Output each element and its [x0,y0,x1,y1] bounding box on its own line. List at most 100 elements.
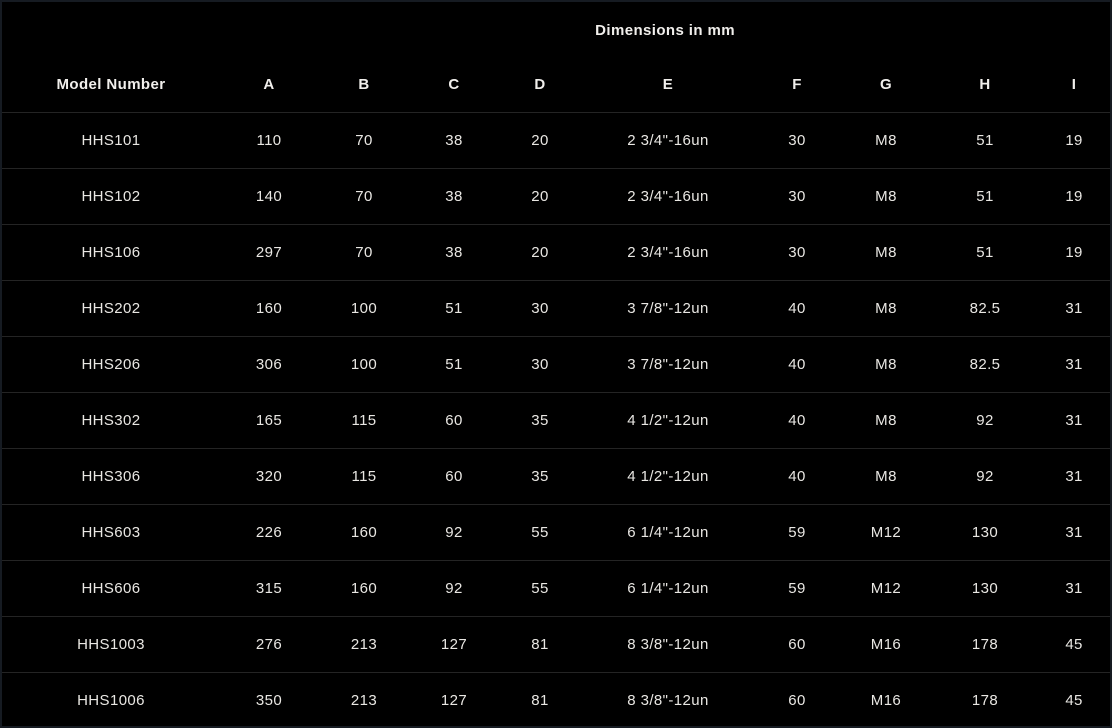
column-header-g: G [879,76,893,94]
dimension-value-cell: 31 [1065,299,1083,317]
table-row: HHS603 226 160 92 55 6 1/4"-12un 59 M12 130 31 [2,504,1110,560]
dimension-value-cell: 45 [1065,691,1083,709]
dimension-value-cell: 350 [255,691,283,709]
dimension-value-cell: 30 [788,187,806,205]
column-header-h: H [979,76,991,94]
dimension-value-cell: 45 [1065,635,1083,653]
dimension-value-cell: 19 [1065,243,1083,261]
dimension-value-cell: 165 [255,411,283,429]
dimension-value-cell: M8 [875,131,897,149]
table-row: HHS206 306 100 51 30 3 7/8"-12un 40 M8 82.5 31 [2,336,1110,392]
table-title-row: Dimensions in mm [2,2,1110,58]
table-row: HHS102 140 70 38 20 2 3/4"-16un 30 M8 51 19 [2,168,1110,224]
dimension-value-cell: 160 [350,579,378,597]
table-row: HHS106 297 70 38 20 2 3/4"-16un 30 M8 51 19 [2,224,1110,280]
dimension-value-cell: 70 [355,243,373,261]
dimension-value-cell: 6 1/4"-12un [627,579,709,597]
table-row: HHS1006 350 213 127 81 8 3/8"-12un 60 M16 178 45 [2,672,1110,726]
dimension-value-cell: 306 [255,355,283,373]
table-row: HHS606 315 160 92 55 6 1/4"-12un 59 M12 130 31 [2,560,1110,616]
dimension-value-cell: 160 [255,299,283,317]
column-header-f: F [792,76,802,94]
dimension-value-cell: 2 3/4"-16un [627,187,709,205]
table-row: HHS1003 276 213 127 81 8 3/8"-12un 60 M16 178 45 [2,616,1110,672]
dimension-value-cell: 3 7/8"-12un [627,355,709,373]
dimension-value-cell: 130 [971,579,999,597]
dimension-value-cell: 2 3/4"-16un [627,131,709,149]
dimension-value-cell: 100 [350,355,378,373]
column-header-i: I [1071,76,1077,94]
dimension-value-cell: 40 [788,467,806,485]
model-number-cell: HHS1006 [77,691,145,709]
dimension-value-cell: 40 [788,355,806,373]
dimension-value-cell: M8 [875,355,897,373]
column-header-row: Model Number A B C D E F G H I [2,58,1110,112]
table-body: HHS101 110 70 38 20 2 3/4"-16un 30 M8 51 19 HHS102… [2,112,1110,726]
column-header-c: C [448,76,460,94]
dimension-value-cell: 40 [788,299,806,317]
dimension-value-cell: 51 [445,299,463,317]
model-number-cell: HHS1003 [77,635,145,653]
dimension-value-cell: 8 3/8"-12un [627,691,709,709]
dimension-value-cell: 30 [788,243,806,261]
dimension-value-cell: 82.5 [969,355,1001,373]
dimension-value-cell: 140 [255,187,283,205]
dimension-value-cell: 51 [445,355,463,373]
dimension-value-cell: 160 [350,523,378,541]
table-row: HHS302 165 115 60 35 4 1/2"-12un 40 M8 92 31 [2,392,1110,448]
dimension-value-cell: 60 [445,411,463,429]
dimension-value-cell: 60 [445,467,463,485]
dimension-value-cell: 35 [531,467,549,485]
dimension-value-cell: 70 [355,187,373,205]
dimension-value-cell: 55 [531,579,549,597]
dimension-value-cell: 51 [976,243,994,261]
model-number-cell: HHS102 [81,187,141,205]
dimension-value-cell: M8 [875,411,897,429]
dimension-value-cell: 297 [255,243,283,261]
dimension-value-cell: 31 [1065,355,1083,373]
column-header-a: A [263,76,275,94]
dimension-value-cell: 2 3/4"-16un [627,243,709,261]
dimension-value-cell: 20 [531,131,549,149]
model-number-cell: HHS206 [81,355,141,373]
dimension-value-cell: 31 [1065,467,1083,485]
table-row: HHS202 160 100 51 30 3 7/8"-12un 40 M8 82.5 31 [2,280,1110,336]
dimension-value-cell: 31 [1065,411,1083,429]
dimension-value-cell: 127 [440,691,468,709]
dimension-value-cell: 320 [255,467,283,485]
dimension-value-cell: 38 [445,243,463,261]
dimension-value-cell: M12 [870,523,902,541]
dimension-value-cell: 20 [531,243,549,261]
dimension-value-cell: 59 [788,523,806,541]
dimension-value-cell: M8 [875,299,897,317]
dimension-value-cell: 60 [788,635,806,653]
dimension-value-cell: 226 [255,523,283,541]
dimension-value-cell: 178 [971,691,999,709]
dimension-value-cell: 110 [256,131,282,149]
dimension-value-cell: M16 [870,635,902,653]
dimension-value-cell: 38 [445,187,463,205]
dimension-value-cell: 19 [1065,187,1083,205]
dimension-value-cell: M8 [875,243,897,261]
dimension-value-cell: 35 [531,411,549,429]
title-spacer-cell [2,2,220,58]
dimension-value-cell: 8 3/8"-12un [627,635,709,653]
dimension-value-cell: 70 [355,131,373,149]
dimension-value-cell: 178 [971,635,999,653]
dimension-value-cell: 276 [255,635,283,653]
dimension-value-cell: 315 [255,579,283,597]
dimension-value-cell: 92 [445,523,463,541]
model-number-cell: HHS606 [81,579,141,597]
dimension-value-cell: 60 [788,691,806,709]
dimension-value-cell: 92 [976,467,994,485]
dimension-value-cell: 4 1/2"-12un [627,411,709,429]
dimension-value-cell: 115 [351,467,377,485]
dimension-value-cell: 20 [531,187,549,205]
column-header-d: D [534,76,546,94]
dimension-value-cell: 51 [976,187,994,205]
dimension-value-cell: 81 [531,635,549,653]
dimension-value-cell: 213 [350,691,378,709]
dimension-value-cell: M16 [870,691,902,709]
